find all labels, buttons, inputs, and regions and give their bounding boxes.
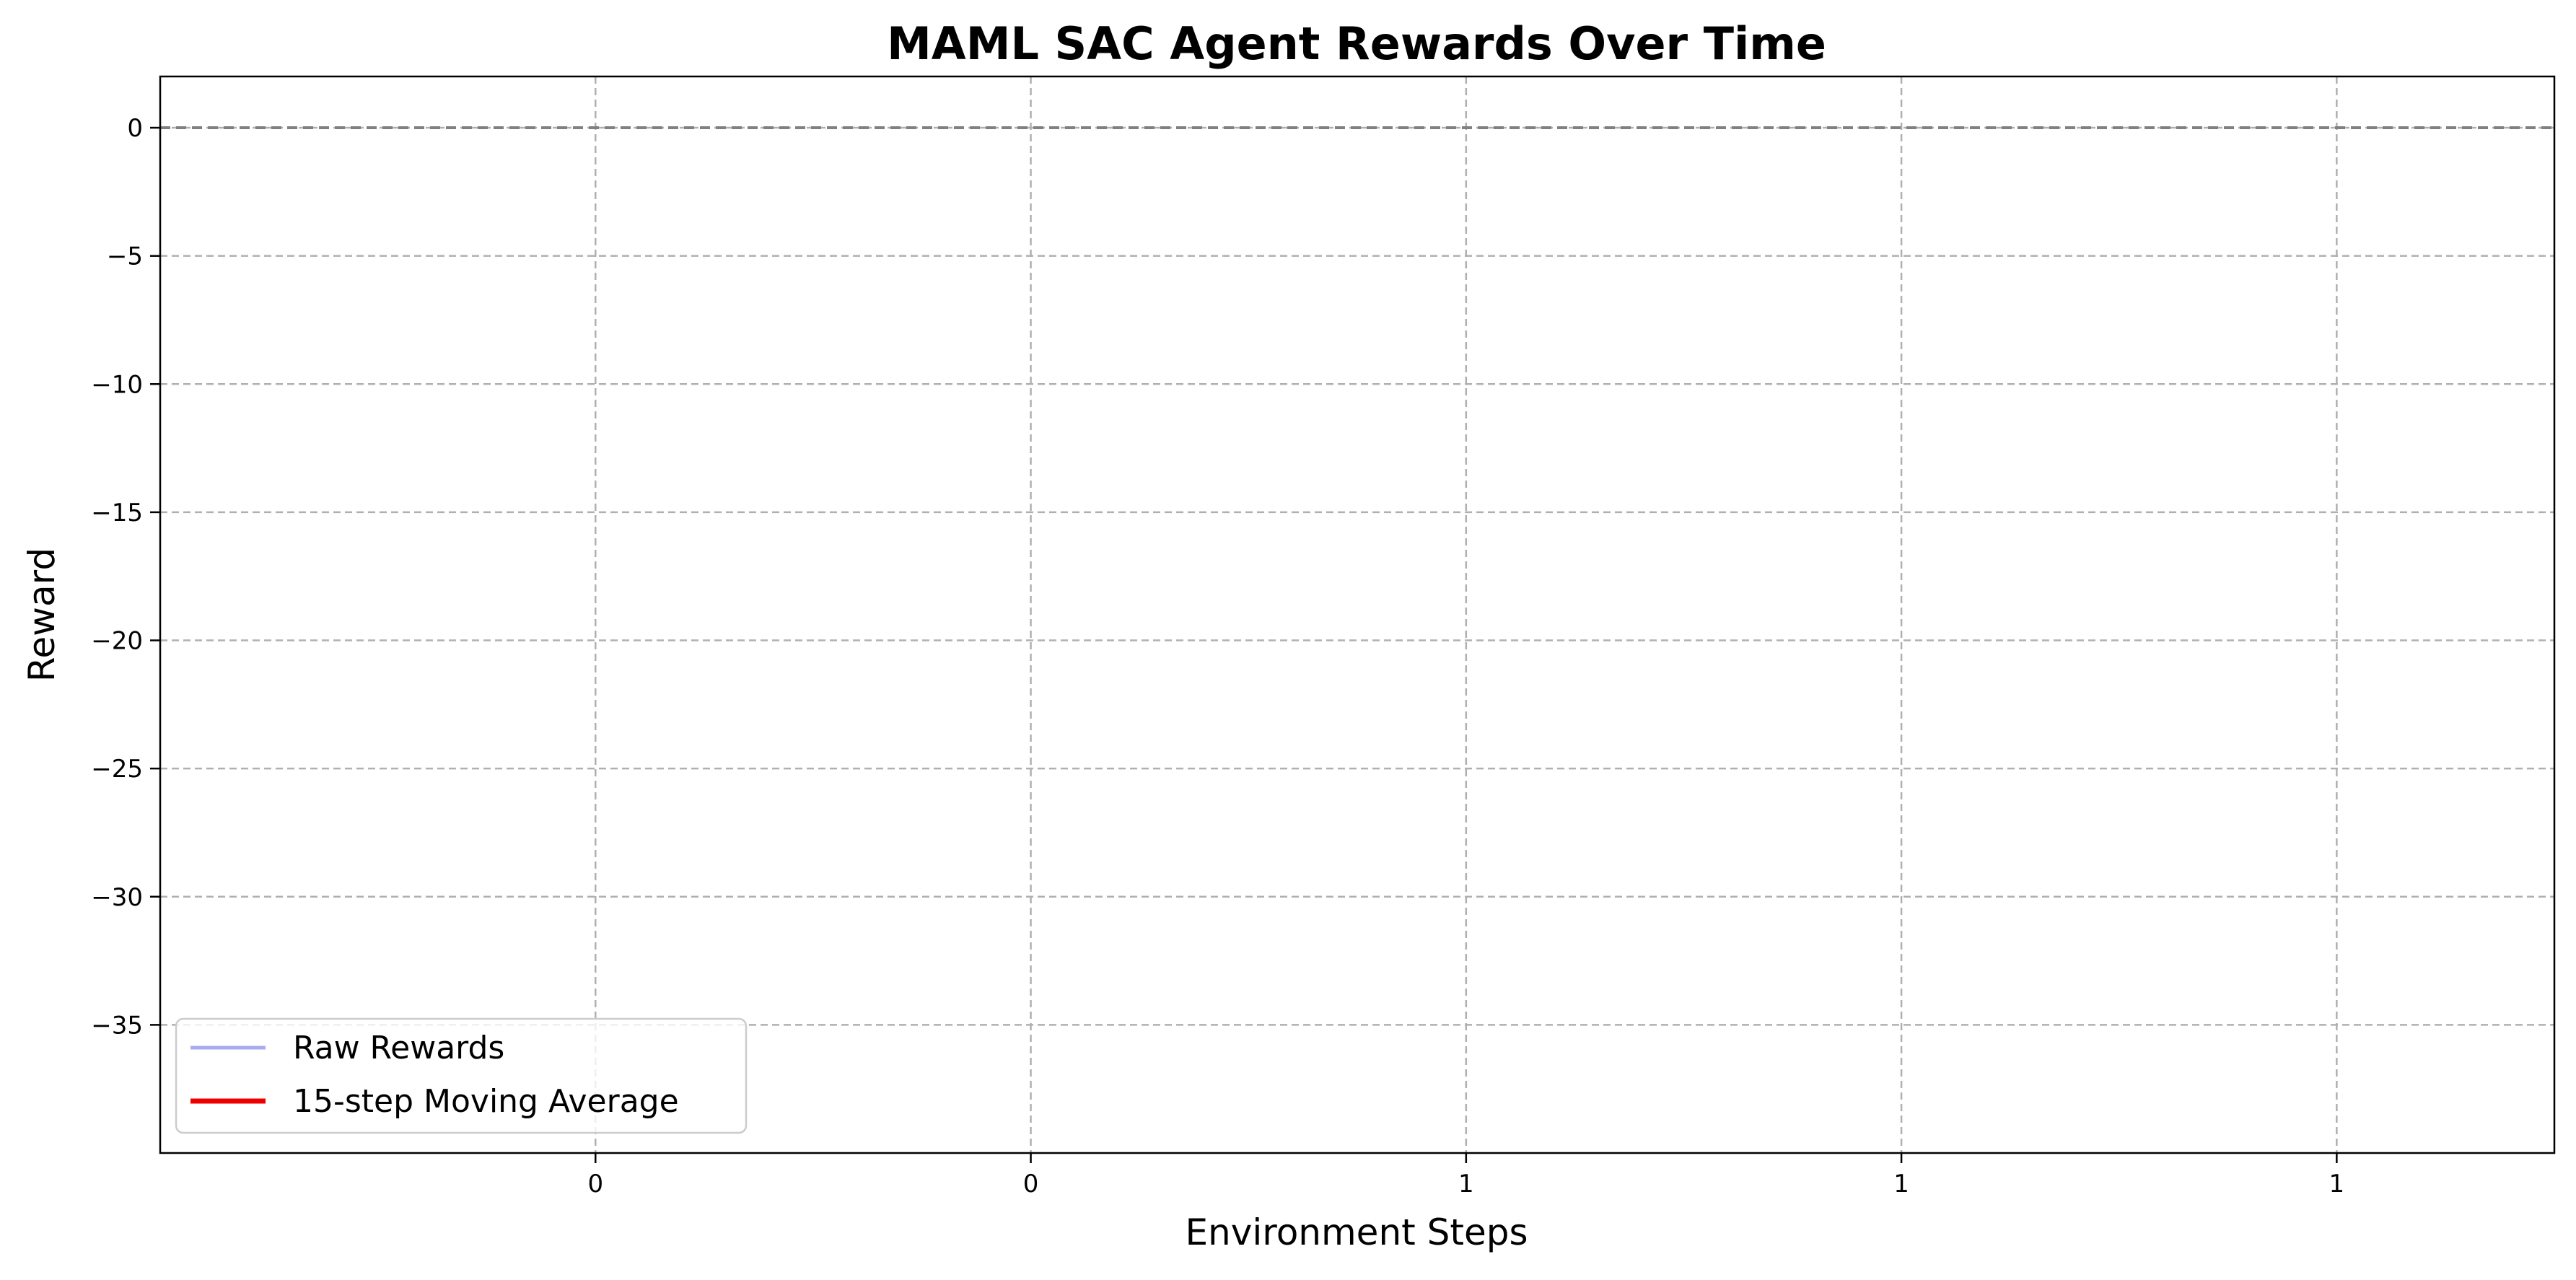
y-tick-label: 0 xyxy=(127,114,143,143)
legend-box xyxy=(175,1017,748,1134)
y-tick-label: −25 xyxy=(91,755,143,784)
y-tick-label: −35 xyxy=(91,1011,143,1040)
y-tick-label: −5 xyxy=(107,242,143,271)
x-tick-label: 1 xyxy=(1458,1170,1474,1198)
legend-label-moving-average: 15-step Moving Average xyxy=(293,1083,679,1120)
x-tick-label: 0 xyxy=(587,1170,603,1198)
legend: Raw Rewards 15-step Moving Average xyxy=(175,1017,748,1134)
y-tick-label: −10 xyxy=(91,370,143,399)
x-axis-label: Environment Steps xyxy=(1185,1211,1528,1253)
chart-title: MAML SAC Agent Rewards Over Time xyxy=(887,17,1826,70)
y-axis-label: Reward xyxy=(21,548,63,682)
x-axis-ticks: 0 0 1 1 1 xyxy=(587,1153,2344,1198)
x-tick-label: 1 xyxy=(1893,1170,1909,1198)
plot-area-frame xyxy=(159,75,2556,1154)
y-tick-label: −15 xyxy=(91,499,143,527)
y-tick-label: −20 xyxy=(91,627,143,656)
x-tick-label: 1 xyxy=(2329,1170,2345,1198)
y-axis-ticks: 0 −5 −10 −15 −20 −25 −30 −35 xyxy=(91,114,160,1040)
legend-label-raw-rewards: Raw Rewards xyxy=(293,1030,504,1066)
y-tick-label: −30 xyxy=(91,883,143,912)
x-tick-label: 0 xyxy=(1023,1170,1039,1198)
